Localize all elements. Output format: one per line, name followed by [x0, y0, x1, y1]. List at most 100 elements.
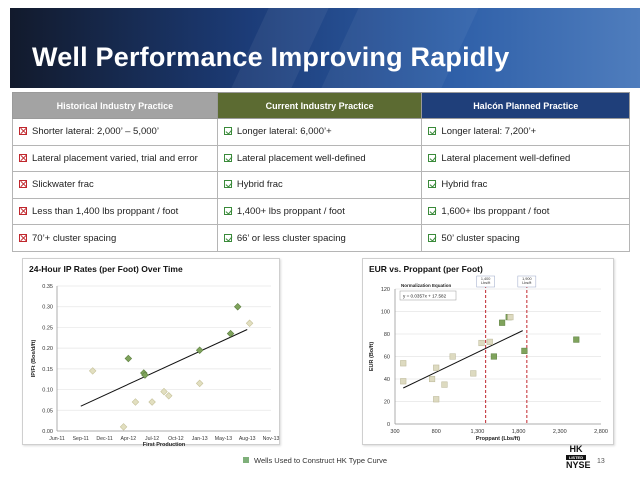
- industry-well-point: [245, 319, 254, 328]
- industry-well-point: [160, 387, 168, 396]
- legend-label: Wells Used to Construct HK Type Curve: [254, 456, 388, 465]
- eur-proppant-chart: 0 20 40 60 80 100 120 300 800 1,300 1,800 2,300 2,80…: [369, 275, 608, 442]
- industry-well-point: [449, 353, 456, 360]
- table-cell: 66’ or less cluster spacing: [216, 224, 423, 252]
- industry-well-point: [148, 398, 156, 406]
- y-tick-label: 0.30: [42, 305, 53, 311]
- table-header-row: Historical Industry Practice Current Ind…: [12, 92, 630, 119]
- table-body: Shorter lateral: 2,000’ – 5,000’ Longer l…: [12, 118, 630, 252]
- trendline: [403, 330, 523, 389]
- reference-line-label: 1,900 Lbs/ft: [522, 277, 532, 285]
- nyse-ticker-logo: HK LISTED NYSE: [566, 444, 591, 470]
- hk-well-point: [195, 346, 204, 354]
- y-tick-label: 0.00: [42, 429, 53, 435]
- table-cell: 50’ cluster spacing: [421, 224, 630, 252]
- y-tick-label: 0.35: [42, 284, 53, 290]
- table-cell: Longer lateral: 6,000’+: [216, 118, 423, 146]
- cell-text: Hybrid frac: [441, 179, 488, 191]
- check-icon: [223, 207, 232, 216]
- y-tick-label: 120: [381, 287, 390, 293]
- practice-comparison-table: Historical Industry Practice Current Ind…: [12, 92, 630, 252]
- page-number: 13: [597, 458, 605, 465]
- ticker-hk: HK: [569, 444, 583, 454]
- table-row: Lateral placement varied, trial and erro…: [12, 144, 630, 173]
- header-current-practice: Current Industry Practice: [216, 92, 423, 119]
- y-tick-label: 0: [387, 422, 390, 428]
- header-historical-practice: Historical Industry Practice: [12, 92, 218, 119]
- check-icon: [223, 233, 232, 242]
- x-icon: [19, 127, 27, 136]
- industry-well-point: [433, 364, 440, 371]
- table-cell: Less than 1,400 lbs proppant / foot: [12, 197, 218, 226]
- table-cell: Hybrid frac: [216, 171, 423, 199]
- y-tick-label: 0.15: [42, 367, 53, 373]
- header-halcon-practice: Halcón Planned Practice: [421, 92, 630, 119]
- legend: Wells Used to Construct HK Type Curve: [243, 456, 387, 465]
- table-cell: Slickwater frac: [12, 171, 218, 199]
- x-tick-label: Jul-12: [145, 436, 159, 442]
- check-icon: [428, 127, 437, 136]
- table-cell: Lateral placement well-defined: [421, 144, 630, 173]
- x-tick-label: 800: [432, 429, 441, 435]
- hk-well-point: [499, 319, 506, 326]
- equation-text: y = 0.0357x + 17.582: [403, 294, 447, 299]
- industry-well-point: [88, 367, 97, 375]
- x-tick-label: Dec-11: [96, 436, 112, 442]
- y-tick-label: 80: [384, 332, 390, 338]
- industry-well-point: [470, 370, 477, 377]
- cell-text: Less than 1,400 lbs proppant / foot: [32, 206, 179, 218]
- industry-well-point: [119, 423, 128, 431]
- y-axis-label: EUR (Bo/ft): [369, 342, 375, 371]
- table-cell: Lateral placement well-defined: [216, 144, 423, 173]
- cell-text: Longer lateral: 6,000’+: [236, 126, 332, 138]
- x-tick-label: Sep-11: [73, 436, 89, 442]
- ticker-nyse: NYSE: [566, 460, 591, 470]
- industry-well-point: [486, 338, 493, 345]
- x-tick-label: 300: [390, 429, 399, 435]
- y-tick-label: 0.05: [42, 408, 53, 414]
- y-tick-label: 40: [384, 377, 390, 383]
- table-row: Less than 1,400 lbs proppant / foot 1,400…: [12, 197, 630, 226]
- equation-box: [399, 290, 457, 301]
- x-tick-label: 2,300: [553, 429, 567, 435]
- table-cell: Hybrid frac: [421, 171, 630, 199]
- x-tick-label: Oct-12: [168, 436, 184, 442]
- table-cell: 1,400+ lbs proppant / foot: [216, 197, 423, 226]
- y-tick-label: 20: [384, 400, 390, 406]
- x-tick-label: 1,800: [512, 429, 526, 435]
- hk-well-point: [573, 336, 580, 343]
- x-tick-label: Apr-12: [121, 436, 137, 442]
- cell-text: Slickwater frac: [32, 179, 94, 191]
- cell-text: Hybrid frac: [236, 179, 283, 191]
- cell-text: 66’ or less cluster spacing: [236, 232, 346, 244]
- table-row: 70’+ cluster spacing 66’ or less cluster …: [12, 224, 630, 252]
- ip-rates-chart-panel: 24-Hour IP Rates (per Foot) Over Time 0.…: [22, 258, 280, 448]
- industry-well-point: [400, 378, 407, 385]
- cell-text: Lateral placement well-defined: [236, 152, 366, 164]
- annotation-heading: Normalization Equation: [401, 283, 452, 288]
- x-icon: [19, 207, 27, 216]
- y-tick-label: 0.20: [42, 346, 53, 352]
- trendline: [80, 329, 248, 407]
- y-axis-label: IP/Ft (Boe/d/ft): [31, 340, 37, 378]
- cell-text: 1,600+ lbs proppant / foot: [441, 206, 550, 218]
- x-axis-label: Proppant (Lbs/ft): [476, 436, 520, 442]
- industry-well-point: [433, 396, 440, 403]
- reference-line-label-box: [476, 275, 495, 288]
- check-icon: [428, 153, 437, 162]
- reference-line-label-box: [517, 275, 537, 288]
- industry-well-point: [165, 392, 173, 400]
- hk-well-point: [124, 354, 133, 363]
- y-tick-label: 60: [384, 355, 390, 361]
- table-cell: 70’+ cluster spacing: [12, 224, 218, 252]
- check-icon: [223, 153, 232, 162]
- cell-text: Lateral placement varied, trial and erro…: [32, 152, 198, 164]
- chart-title: 24-Hour IP Rates (per Foot) Over Time: [29, 264, 183, 274]
- x-axis-label: First Production: [143, 442, 186, 446]
- table-row: Slickwater frac Hybrid frac Hybrid frac: [12, 171, 630, 199]
- page-title: Well Performance Improving Rapidly: [32, 42, 510, 72]
- x-tick-label: 1,300: [471, 429, 485, 435]
- cell-text: Longer lateral: 7,200’+: [441, 126, 537, 138]
- legend-swatch: [243, 457, 249, 463]
- table-cell: Longer lateral: 7,200’+: [421, 118, 630, 146]
